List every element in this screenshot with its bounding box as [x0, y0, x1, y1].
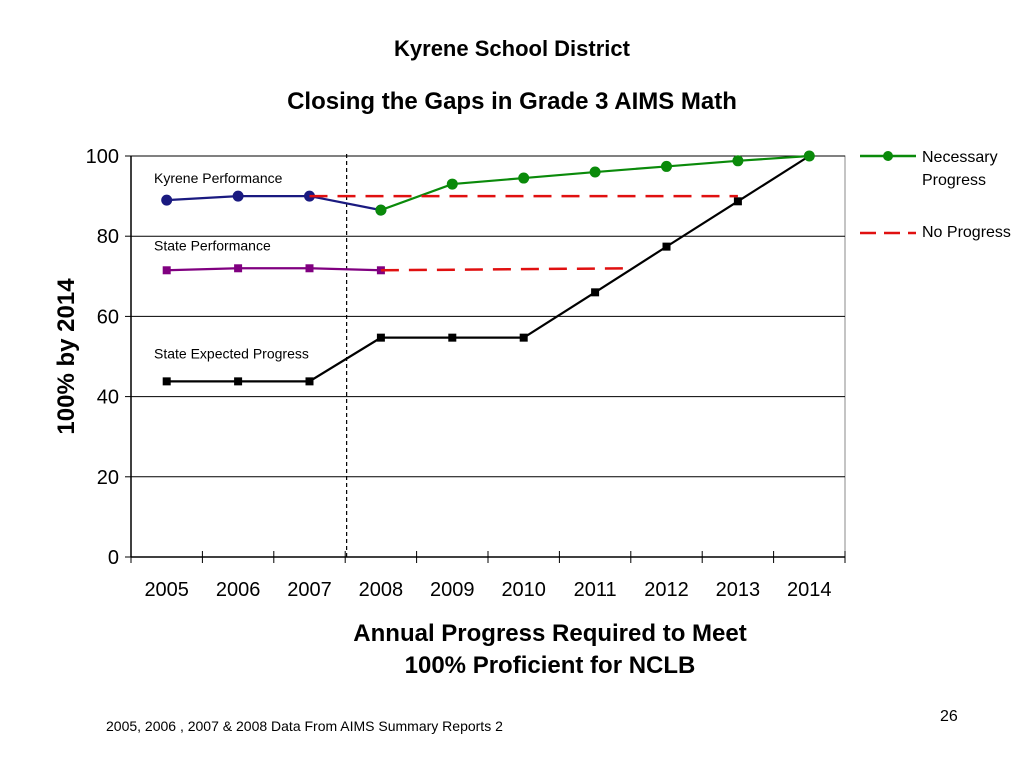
data-point-kyrene	[232, 190, 244, 202]
data-point-expected	[733, 197, 742, 206]
page-number: 26	[940, 708, 958, 725]
data-point-expected	[591, 288, 600, 297]
data-point-expected	[305, 377, 314, 386]
y-tick-label: 60	[97, 306, 119, 328]
x-tick-label: 2009	[430, 579, 475, 601]
series-line-necessary	[380, 154, 810, 212]
data-point-expected	[662, 242, 671, 251]
y-tick-label: 40	[97, 387, 119, 409]
data-point-expected	[448, 333, 457, 342]
x-tick-label: 2012	[644, 579, 689, 601]
data-point-necessary	[803, 150, 815, 162]
data-point-expected	[376, 333, 385, 342]
series-necessary-3	[375, 150, 815, 216]
x-axis-label-line-1: Annual Progress Required to Meet	[353, 620, 747, 647]
legend-marker-necessary	[883, 151, 893, 161]
x-tick-label: 2010	[501, 579, 546, 601]
x-tick-label: 2011	[574, 579, 617, 601]
series-line-no_progress	[380, 267, 631, 272]
data-point-necessary	[661, 160, 672, 172]
x-tick-label: 2013	[716, 579, 761, 601]
y-tick-label: 80	[97, 226, 119, 248]
series-state-1	[162, 264, 385, 275]
annotation-expected: State Expected Progress	[154, 345, 309, 361]
x-axis-label-line-2: 100% Proficient for NCLB	[404, 652, 696, 679]
data-point-kyrene	[161, 194, 173, 206]
x-tick-label: 2006	[216, 579, 261, 601]
source-footnote: 2005, 2006 , 2007 & 2008 Data From AIMS …	[106, 718, 503, 734]
data-point-state	[305, 264, 314, 273]
data-point-necessary	[518, 172, 530, 184]
data-point-expected	[519, 333, 528, 342]
annotation-state: State Performance	[154, 237, 271, 253]
series-no_progress-5	[380, 267, 631, 272]
series-line-expected	[166, 155, 810, 383]
y-tick-label: 100	[86, 146, 119, 168]
x-tick-label: 2014	[787, 579, 832, 601]
data-point-expected	[162, 377, 171, 386]
series-kyrene-0	[161, 190, 387, 216]
y-tick-label: 0	[108, 547, 119, 569]
x-tick-label: 2008	[359, 579, 404, 601]
data-point-expected	[234, 377, 243, 386]
data-point-necessary	[446, 178, 458, 190]
data-point-necessary	[732, 155, 744, 167]
data-point-necessary	[589, 166, 601, 178]
chart-subtitle: Closing the Gaps in Grade 3 AIMS Math	[287, 88, 737, 115]
x-tick-label: 2005	[144, 579, 189, 601]
data-point-state	[162, 266, 171, 275]
legend-label-no-progress: No Progress	[922, 224, 1011, 241]
x-tick-label: 2007	[287, 579, 332, 601]
annotation-kyrene: Kyrene Performance	[154, 170, 283, 186]
data-point-state	[234, 264, 243, 273]
chart-title: Kyrene School District	[394, 36, 630, 61]
y-tick-label: 20	[97, 467, 119, 489]
y-axis-label: 100% by 2014	[53, 278, 80, 435]
series-line-state	[166, 267, 381, 272]
series-line-kyrene	[166, 195, 382, 212]
legend-label-necessary-progress: Necessary Progress	[922, 149, 998, 189]
data-point-necessary	[375, 204, 387, 216]
